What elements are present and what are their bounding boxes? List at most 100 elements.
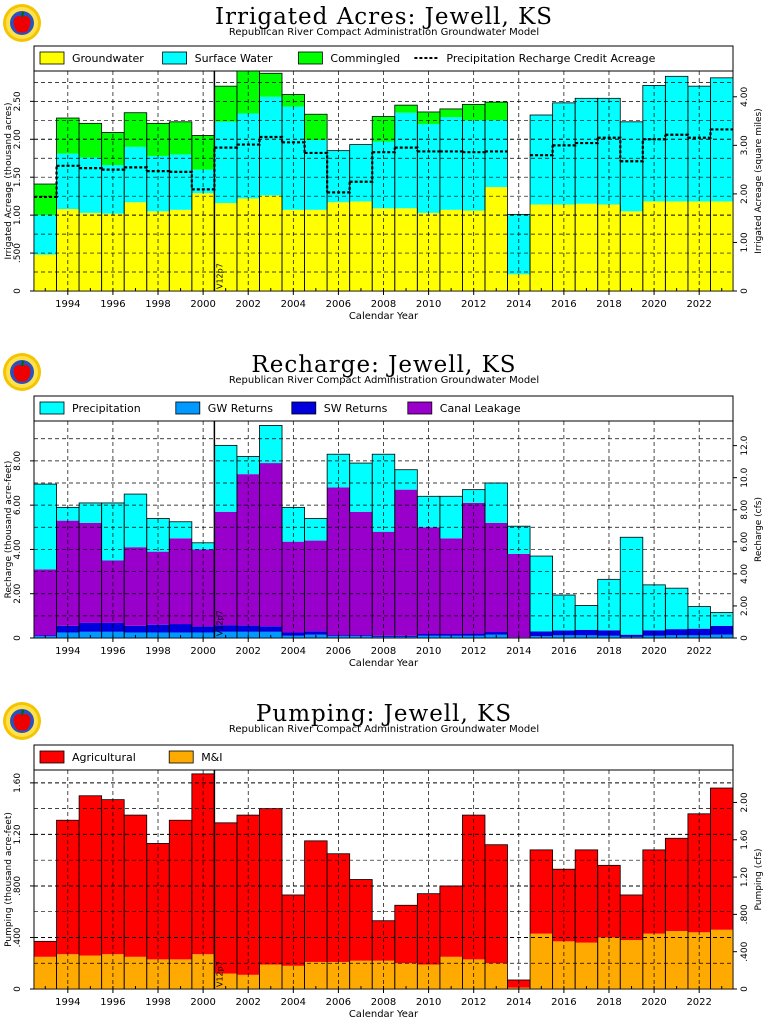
x-tick-label: 2004 <box>281 997 306 1008</box>
bar-groundwater <box>169 209 192 291</box>
x-tick-label: 2012 <box>461 997 486 1008</box>
y-axis-label: Irrigated Acreage (thousand acres) <box>4 102 14 259</box>
bar-sw-returns <box>710 625 733 635</box>
bar-agricultural <box>462 815 485 960</box>
bar-surface-water <box>259 96 283 196</box>
x-tick-label: 2012 <box>461 299 486 310</box>
bar-canal-leakage <box>394 489 418 636</box>
bar-surface-water <box>575 98 598 204</box>
y-tick-label: 1.00 <box>13 205 23 225</box>
y-tick-label: 1.20 <box>13 824 23 844</box>
bar-groundwater <box>575 203 598 291</box>
bar-surface-water <box>507 214 531 275</box>
x-tick-label: 1994 <box>55 997 80 1008</box>
bar-m-i <box>169 959 192 989</box>
bar-sw-returns <box>575 629 598 636</box>
legend-label: Groundwater <box>72 52 144 65</box>
bar-agricultural <box>687 813 711 933</box>
legend-swatch <box>407 401 433 415</box>
legend-swatch <box>168 750 194 764</box>
y-right-tick-label: 1.60 <box>740 829 750 849</box>
x-tick-label: 2014 <box>506 299 531 310</box>
legend-swatch <box>39 51 65 65</box>
bar-agricultural <box>484 844 508 964</box>
legend-label: M&I <box>201 751 222 764</box>
y-tick-label: 6.00 <box>13 495 23 515</box>
pumping-chart: V12p7 1994 1996 1998 2000 2002 2004 2006 2008 201… <box>4 744 764 1020</box>
x-tick-label: 2010 <box>416 646 441 657</box>
bar-groundwater <box>710 201 733 291</box>
x-tick-label: 2014 <box>506 997 531 1008</box>
bar-precipitation <box>304 518 328 541</box>
bar-surface-water <box>394 112 418 209</box>
bar-agricultural <box>665 838 688 932</box>
bar-agricultural <box>236 815 260 975</box>
bar-m-i <box>575 942 598 989</box>
bar-surface-water <box>417 124 440 213</box>
bar-precipitation <box>417 496 440 528</box>
bar-sw-returns <box>56 625 80 633</box>
x-tick-label: 1994 <box>55 299 80 310</box>
y-tick-label: .400 <box>13 927 23 947</box>
chart-title: Irrigated Acres: Jewell, KS <box>214 4 554 30</box>
bar-agricultural <box>146 843 170 960</box>
apple-logo-icon <box>3 353 41 391</box>
legend-swatch <box>291 401 317 415</box>
y-tick-label: .500 <box>13 243 23 263</box>
version-marker-label: V12p7 <box>215 961 224 987</box>
legend-label: Surface Water <box>195 52 273 65</box>
bar-commingled <box>34 184 57 216</box>
y-right-tick-label: 0 <box>740 635 750 641</box>
legend-label: GW Returns <box>208 402 273 415</box>
bar-m-i <box>665 931 688 989</box>
x-tick-label: 2018 <box>596 646 621 657</box>
bar-surface-water <box>552 102 576 205</box>
x-tick-label: 2020 <box>641 299 666 310</box>
legend-label: Canal Leakage <box>440 402 521 415</box>
bar-groundwater <box>439 209 463 291</box>
bar-precipitation <box>349 463 373 512</box>
bar-m-i <box>282 965 305 989</box>
x-tick-label: 2004 <box>281 646 306 657</box>
bar-commingled <box>304 114 328 141</box>
bar-commingled <box>214 86 237 122</box>
bar-groundwater <box>101 213 125 291</box>
y-tick-label: 2.00 <box>13 129 23 149</box>
y-right-axis-label: Recharge (cfs) <box>754 497 764 562</box>
legend-swatch <box>297 51 323 65</box>
version-marker-label: V12p7 <box>215 610 224 636</box>
y-right-tick-label: .800 <box>740 904 750 924</box>
bar-precipitation <box>169 521 192 539</box>
bar-surface-water <box>214 121 237 203</box>
bar-surface-water <box>349 144 373 202</box>
chart-title: Pumping: Jewell, KS <box>255 701 513 727</box>
x-axis-label: Calendar Year <box>349 1009 419 1020</box>
x-tick-label: 2016 <box>551 997 576 1008</box>
bar-groundwater <box>214 203 237 291</box>
bar-canal-leakage <box>417 527 440 635</box>
bar-commingled <box>394 105 418 113</box>
bar-agricultural <box>620 894 643 941</box>
bar-groundwater <box>146 211 170 291</box>
bar-sw-returns <box>214 625 237 632</box>
y-right-tick-label: 8.00 <box>740 499 750 519</box>
bar-commingled <box>484 102 508 121</box>
x-tick-label: 2016 <box>551 646 576 657</box>
bar-m-i <box>530 933 553 989</box>
bar-groundwater <box>665 201 688 291</box>
bar-groundwater <box>282 209 305 291</box>
x-tick-label: 2022 <box>686 646 711 657</box>
bar-sw-returns <box>236 625 260 632</box>
bar-precipitation <box>620 537 643 635</box>
y-right-tick-label: 12.0 <box>740 435 750 455</box>
y-right-tick-label: 1.00 <box>740 232 750 252</box>
bar-agricultural <box>349 879 373 961</box>
bar-surface-water <box>124 146 147 203</box>
x-tick-label: 2018 <box>596 997 621 1008</box>
bar-surface-water <box>191 169 215 194</box>
bar-agricultural <box>259 808 283 965</box>
precip-credit-line <box>34 128 733 199</box>
bar-commingled <box>417 111 440 125</box>
y-right-axis-label: Pumping (cfs) <box>754 848 764 910</box>
bar-agricultural <box>214 822 237 974</box>
